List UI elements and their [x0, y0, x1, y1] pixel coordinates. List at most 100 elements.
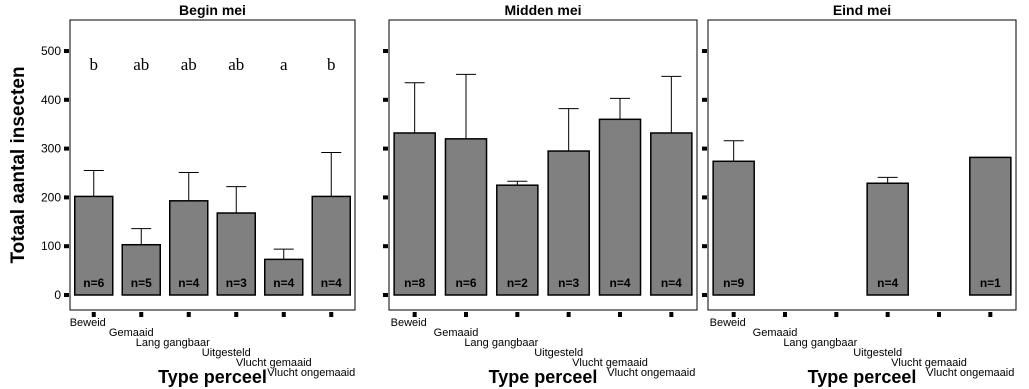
x-tick-mark [618, 312, 622, 317]
x-axis-label: Type perceel [158, 367, 267, 387]
y-tick-label: 0 [54, 288, 61, 302]
bar [169, 200, 209, 296]
x-category-label: Vlucht gemaaid [891, 357, 967, 369]
n-label: n=1 [980, 276, 1001, 290]
significance-letter: b [327, 55, 336, 74]
x-category-label: Vlucht gemaaid [236, 357, 312, 369]
n-label: n=4 [178, 276, 199, 290]
significance-letter: ab [133, 55, 149, 74]
bar [712, 160, 755, 296]
y-axis-label: Totaal aantal insecten [8, 66, 29, 263]
bar [547, 150, 590, 296]
bar [121, 243, 161, 296]
panel-title: Midden mei [504, 2, 581, 18]
y-tick-label: 500 [41, 44, 61, 58]
x-category-label: Beweid [710, 317, 746, 329]
x-category-label: Lang gangbaar [464, 337, 538, 349]
bar [311, 195, 351, 296]
y-tick-mark [702, 146, 707, 151]
x-category-label: Lang gangbaar [783, 337, 857, 349]
x-tick-mark [281, 312, 286, 317]
panel-frame [388, 19, 698, 311]
bar [444, 138, 488, 296]
n-label: n=8 [404, 276, 425, 290]
bar [598, 118, 642, 296]
y-tick-mark [64, 244, 69, 249]
y-tick-mark [383, 49, 388, 53]
bar [496, 184, 539, 296]
y-tick-mark [64, 146, 69, 151]
x-tick-mark [669, 312, 674, 317]
y-tick-mark [64, 97, 69, 102]
n-label: n=2 [507, 276, 528, 290]
n-label: n=9 [723, 276, 744, 290]
y-tick-mark [702, 49, 707, 53]
y-tick-label: 100 [41, 239, 61, 253]
x-tick-mark [464, 312, 468, 317]
bar [74, 195, 114, 296]
bar [650, 132, 693, 296]
n-label: n=3 [558, 276, 579, 290]
x-category-label: Vlucht ongemaaid [607, 367, 695, 379]
n-label: n=3 [226, 276, 247, 290]
n-label: n=6 [455, 276, 476, 290]
x-tick-mark [139, 312, 144, 317]
x-tick-mark [186, 312, 191, 317]
x-category-label: Gemaaid [753, 327, 798, 339]
significance-letter: b [90, 55, 99, 74]
x-tick-mark [234, 312, 239, 317]
n-label: n=5 [131, 276, 152, 290]
panel-1: Begin mei0100200300400500n=6bn=5abn=4abn… [41, 2, 356, 387]
y-tick-label: 300 [41, 142, 61, 156]
y-tick-mark [383, 146, 388, 151]
significance-letter: a [280, 55, 288, 74]
significance-letter: ab [181, 55, 197, 74]
y-tick-mark [383, 244, 388, 249]
x-category-label: Vlucht ongemaaid [926, 367, 1014, 379]
x-category-label: Beweid [391, 317, 427, 329]
x-tick-mark [937, 312, 941, 317]
x-tick-mark [515, 312, 520, 317]
significance-letter: ab [228, 55, 244, 74]
panel-title: Begin mei [179, 2, 246, 18]
y-tick-mark [64, 195, 69, 200]
x-axis-label: Type perceel [489, 367, 598, 387]
bar [969, 156, 1012, 296]
x-tick-mark [885, 312, 890, 317]
n-label: n=4 [661, 276, 682, 290]
panel-title: Eind mei [833, 2, 891, 18]
x-category-label: Uitgesteld [853, 347, 902, 359]
n-label: n=6 [83, 276, 104, 290]
y-tick-mark [383, 293, 388, 297]
bar [216, 212, 256, 296]
y-tick-label: 400 [41, 93, 61, 107]
x-tick-mark [329, 312, 334, 317]
y-tick-mark [383, 97, 388, 102]
y-tick-label: 200 [41, 190, 61, 204]
bar [866, 182, 909, 296]
bar [264, 258, 304, 296]
x-tick-mark [834, 312, 839, 317]
n-label: n=4 [321, 276, 342, 290]
y-tick-mark [383, 195, 388, 200]
x-category-label: Beweid [70, 317, 106, 329]
panel-2: Midden mei n=8 n=6 n=2 n=3 n=4 n=4 Beweid Gemaai… [383, 2, 698, 387]
y-tick-mark [702, 293, 707, 297]
n-label: n=4 [273, 276, 294, 290]
n-label: n=4 [609, 276, 630, 290]
x-category-label: Vlucht ongemaaid [267, 367, 355, 379]
panel-frame [707, 19, 1017, 311]
x-tick-mark [731, 312, 736, 317]
x-tick-mark [988, 312, 993, 317]
x-category-label: Uitgesteld [202, 347, 251, 359]
x-axis-label: Type perceel [808, 367, 917, 387]
x-category-label: Lang gangbaar [136, 337, 210, 349]
x-category-label: Uitgesteld [534, 347, 583, 359]
x-category-label: Vlucht gemaaid [572, 357, 648, 369]
panel-frame [69, 19, 356, 311]
x-category-label: Gemaaid [434, 327, 479, 339]
y-tick-mark [702, 195, 707, 200]
x-tick-mark [783, 312, 787, 317]
